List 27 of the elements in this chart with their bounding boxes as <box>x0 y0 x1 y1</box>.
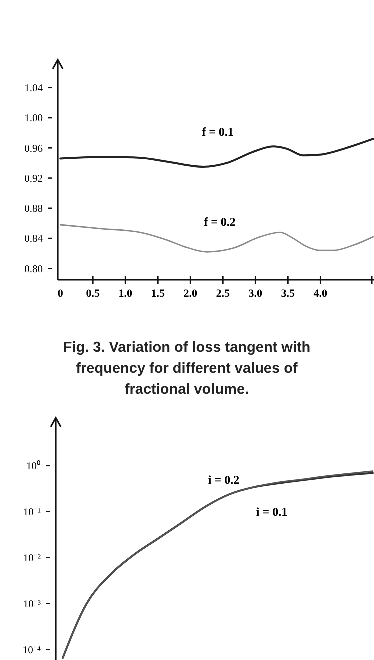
x-tick-label: 4.0 <box>314 288 328 300</box>
y-tick-label: 0.92 <box>24 174 43 185</box>
series-label: i = 0.1 <box>256 505 288 520</box>
y-tick-label: 10⁻⁴ <box>22 645 42 656</box>
x-tick-label: 2.0 <box>184 288 198 300</box>
x-tick-label: 1.5 <box>151 288 166 300</box>
y-tick-label: 10⁻¹ <box>23 508 41 519</box>
x-tick-label: 3.5 <box>281 288 296 300</box>
x-tick-label: 0.5 <box>86 288 100 300</box>
caption: Fig. 3. Variation of loss tangent with frequency for different values of fractional volume. <box>63 340 311 398</box>
y-tick-label: 0.88 <box>24 204 43 216</box>
y-tick-label: 10⁰ <box>26 460 41 473</box>
x-tick-label: 1.0 <box>118 288 133 300</box>
line-series <box>60 138 374 168</box>
y-tick-label: 10⁻³ <box>23 599 41 610</box>
series-label: f = 0.1 <box>202 125 234 140</box>
y-tick-label: 10⁻² <box>23 554 41 565</box>
y-tick-label: 0.80 <box>24 264 43 276</box>
series-label: f = 0.2 <box>204 215 236 230</box>
y-tick-label: 0.96 <box>24 144 43 155</box>
y-tick-label: 1.04 <box>24 84 44 95</box>
x-tick-label: 2.5 <box>216 288 231 300</box>
x-tick-label: 3.0 <box>248 288 264 300</box>
y-tick-label: 1.00 <box>24 114 43 125</box>
x-tick-label: 0 <box>58 288 64 300</box>
y-tick-label: 0.84 <box>24 234 44 246</box>
series-label: i = 0.2 <box>208 473 240 488</box>
